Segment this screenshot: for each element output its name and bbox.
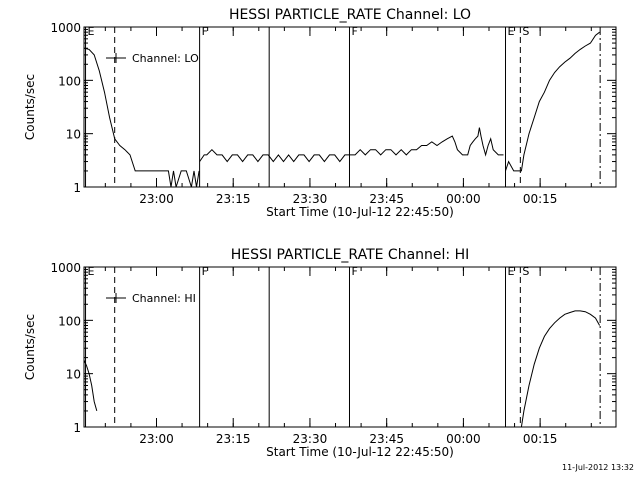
y-tick-label: 1000 (50, 21, 81, 35)
chart-0: HESSI PARTICLE_RATE Channel: LO Counts/se… (23, 7, 617, 219)
event-marker-label: E (88, 265, 95, 278)
event-marker-label: E (508, 265, 515, 278)
y-tick-label: 10 (66, 368, 81, 382)
event-marker-label: S (522, 25, 529, 38)
y-axis-label: Counts/sec (23, 74, 37, 140)
data-line (505, 31, 600, 172)
plot-frame (83, 266, 617, 428)
event-marker-label: E (508, 25, 515, 38)
data-line (520, 310, 601, 428)
event-marker-label: F (202, 25, 208, 38)
y-tick-label: 100 (58, 74, 81, 88)
x-tick-label: 23:45 (369, 192, 404, 206)
chart-1: HESSI PARTICLE_RATE Channel: HI Counts/se… (23, 247, 617, 459)
event-marker-label: F (351, 265, 357, 278)
x-axis-label: Start Time (10-Jul-12 22:45:50) (266, 445, 454, 459)
chart-title: HESSI PARTICLE_RATE Channel: LO (229, 7, 471, 23)
x-tick-label: 00:15 (523, 432, 558, 446)
event-marker-label: F (351, 25, 357, 38)
x-tick-label: 23:15 (216, 432, 251, 446)
y-axis-label: Counts/sec (23, 314, 37, 380)
data-line (83, 47, 200, 188)
data-line (199, 127, 504, 163)
event-marker-label: F (202, 265, 208, 278)
event-marker-label: E (88, 25, 95, 38)
y-tick-label: 100 (58, 314, 81, 328)
plot-timestamp: 11-Jul-2012 13:32 (561, 463, 634, 472)
x-tick-label: 00:15 (523, 192, 558, 206)
event-marker-label: S (522, 265, 529, 278)
legend-label: Channel: LO (132, 52, 199, 65)
x-axis-label: Start Time (10-Jul-12 22:45:50) (266, 205, 454, 219)
x-tick-label: 23:00 (139, 432, 174, 446)
y-tick-label: 1 (73, 181, 81, 195)
x-tick-label: 00:00 (446, 192, 481, 206)
y-tick-label: 1000 (50, 261, 81, 275)
x-tick-label: 23:30 (293, 192, 328, 206)
x-tick-label: 23:45 (369, 432, 404, 446)
x-tick-label: 00:00 (446, 432, 481, 446)
y-tick-label: 10 (66, 128, 81, 142)
x-tick-label: 23:30 (293, 432, 328, 446)
chart-title: HESSI PARTICLE_RATE Channel: HI (231, 247, 469, 263)
y-tick-label: 1 (73, 421, 81, 435)
x-tick-label: 23:00 (139, 192, 174, 206)
x-tick-label: 23:15 (216, 192, 251, 206)
data-line (83, 359, 98, 412)
legend-label: Channel: HI (132, 292, 196, 305)
plot-frame (83, 26, 617, 188)
